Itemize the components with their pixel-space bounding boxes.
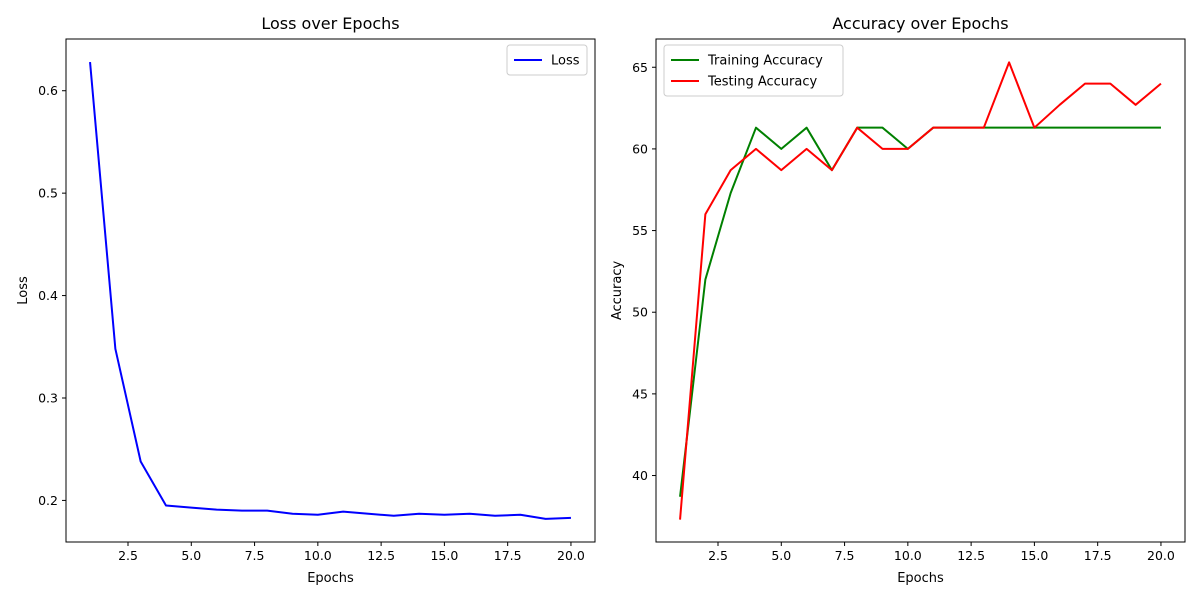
loss-chart: Loss over Epochs Epochs Loss 2.5 5.0 7.5 10… (16, 14, 596, 586)
loss-x-tick-label: 20.0 (557, 548, 585, 563)
accuracy-chart-xlabel: Epochs (897, 571, 944, 586)
loss-chart-ylabel: Loss (16, 276, 31, 305)
accuracy-x-tick-label: 10.0 (894, 548, 922, 563)
loss-chart-title: Loss over Epochs (261, 14, 399, 33)
accuracy-y-tick-label: 55 (632, 223, 648, 238)
loss-legend-label: Loss (551, 54, 580, 69)
loss-legend (506, 44, 588, 76)
accuracy-chart-ylabel: Accuracy (610, 261, 625, 321)
accuracy-y-tick-label: 60 (632, 141, 648, 156)
accuracy-x-tick-label: 2.5 (708, 548, 728, 563)
accuracy-x-tick-label: 17.5 (1084, 548, 1112, 563)
loss-x-tick-label: 17.5 (494, 548, 522, 563)
accuracy-x-tick-label: 15.0 (1020, 548, 1048, 563)
accuracy-legend (663, 44, 844, 97)
loss-x-tick-label: 12.5 (367, 548, 395, 563)
accuracy-legend-label: Testing Accuracy (707, 75, 817, 90)
loss-y-tick-label: 0.6 (38, 83, 58, 98)
accuracy-chart-title: Accuracy over Epochs (832, 14, 1008, 33)
loss-x-tick-label: 5.0 (181, 548, 201, 563)
accuracy-x-tick-label: 20.0 (1147, 548, 1175, 563)
accuracy-legend-label: Training Accuracy (707, 54, 823, 69)
accuracy-x-tick-label: 7.5 (835, 548, 855, 563)
loss-x-tick-label: 7.5 (245, 548, 265, 563)
accuracy-y-tick-label: 65 (632, 60, 648, 75)
loss-y-tick-label: 0.4 (38, 288, 58, 303)
accuracy-series-line-1 (679, 61, 1162, 520)
accuracy-y-tick-label: 45 (632, 386, 648, 401)
accuracy-series-line-0 (679, 126, 1161, 497)
loss-x-tick-label: 15.0 (430, 548, 458, 563)
loss-plot-frame (65, 38, 596, 543)
loss-y-tick-label: 0.5 (38, 186, 58, 201)
loss-series-line-0 (89, 61, 571, 520)
accuracy-x-tick-label: 12.5 (957, 548, 985, 563)
loss-y-tick-label: 0.3 (38, 390, 58, 405)
accuracy-plot-frame (655, 38, 1186, 543)
accuracy-chart: Accuracy over Epochs Epochs Accuracy 2.5… (610, 14, 1186, 586)
loss-x-tick-label: 2.5 (118, 548, 138, 563)
accuracy-x-tick-label: 5.0 (771, 548, 791, 563)
loss-y-tick-label: 0.2 (38, 493, 58, 508)
accuracy-y-tick-label: 50 (632, 305, 648, 320)
loss-chart-xlabel: Epochs (307, 571, 354, 586)
loss-x-tick-label: 10.0 (304, 548, 332, 563)
accuracy-y-tick-label: 40 (632, 468, 648, 483)
